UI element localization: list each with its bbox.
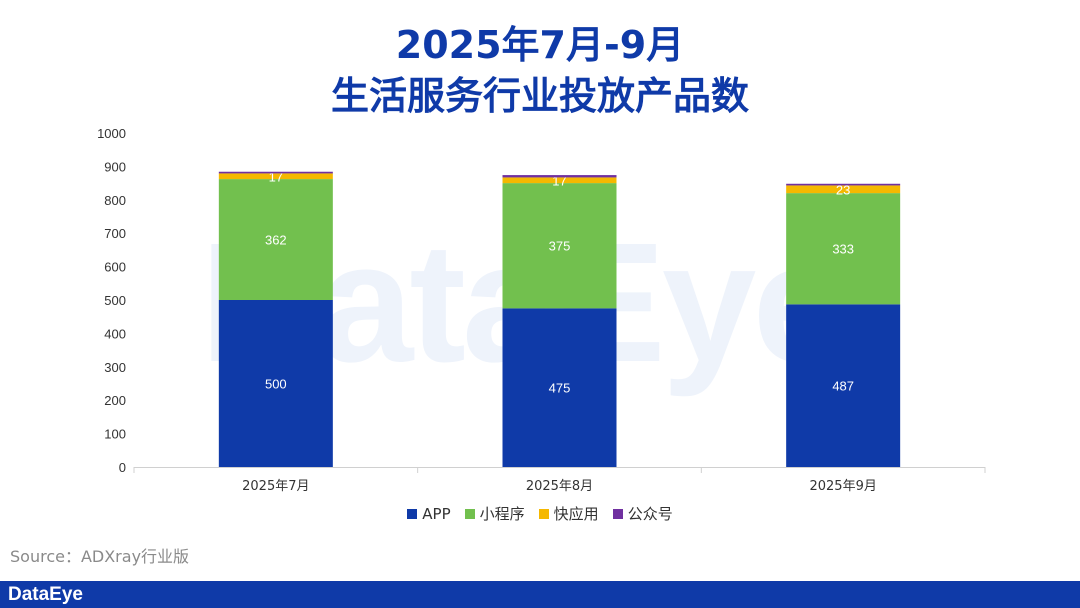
y-tick-label: 200 bbox=[104, 393, 126, 408]
y-tick-label: 300 bbox=[104, 360, 126, 375]
data-label: 375 bbox=[549, 239, 571, 254]
legend-swatch bbox=[538, 508, 549, 519]
bar-segment bbox=[218, 173, 333, 180]
chart-title-line1: 2025年7月-9月 bbox=[395, 23, 685, 67]
data-label: 487 bbox=[832, 379, 854, 394]
legend-label: 快应用 bbox=[553, 505, 599, 523]
legend-label: 公众号 bbox=[627, 505, 673, 523]
y-tick-label: 600 bbox=[104, 260, 126, 275]
data-label: 362 bbox=[265, 233, 287, 248]
bar-segment bbox=[218, 171, 333, 174]
bar-segment bbox=[218, 300, 333, 467]
legend-item: 小程序 bbox=[464, 503, 525, 524]
bar-segment bbox=[786, 304, 901, 467]
bar-segment bbox=[786, 185, 901, 194]
data-label: 17 bbox=[269, 169, 283, 184]
bar-segment bbox=[786, 183, 901, 186]
legend-label: APP bbox=[422, 504, 451, 523]
bar-segment bbox=[786, 193, 901, 305]
y-tick-label: 900 bbox=[104, 159, 126, 174]
bar-segment bbox=[502, 175, 617, 178]
footer-bar: DataEye bbox=[0, 581, 1080, 608]
y-tick-label: 700 bbox=[104, 226, 126, 241]
y-tick-label: 100 bbox=[104, 427, 126, 442]
stacked-bar-chart: 0 100 200 300 400 500 600 700 800 900 1000 500 362 17… bbox=[97, 126, 986, 494]
legend-label: 小程序 bbox=[479, 505, 525, 523]
x-tick-label: 2025年8月 bbox=[526, 479, 593, 494]
legend-swatch bbox=[612, 508, 623, 519]
chart-legend: APP 小程序 快应用 公众号 bbox=[0, 503, 1080, 524]
source-note: Source：ADXray行业版 bbox=[10, 547, 190, 566]
chart-title-line2: 生活服务行业投放产品数 bbox=[330, 74, 749, 118]
y-tick-label: 1000 bbox=[97, 126, 126, 141]
legend-item: APP bbox=[407, 503, 451, 524]
legend-swatch bbox=[407, 508, 418, 519]
y-tick-label: 800 bbox=[104, 193, 126, 208]
data-label: 500 bbox=[265, 377, 287, 392]
bar-segment bbox=[502, 177, 617, 184]
x-tick-label: 2025年7月 bbox=[242, 479, 309, 494]
bar-segment bbox=[502, 183, 617, 309]
y-tick-label: 500 bbox=[104, 293, 126, 308]
legend-item: 公众号 bbox=[612, 503, 673, 524]
footer-logo: DataEye bbox=[8, 584, 83, 605]
bar-segment bbox=[218, 179, 333, 300]
bar-segment bbox=[502, 308, 617, 467]
data-label: 475 bbox=[549, 381, 571, 396]
data-label: 333 bbox=[832, 242, 854, 257]
x-tick-label: 2025年9月 bbox=[809, 479, 876, 494]
y-tick-label: 0 bbox=[119, 460, 126, 475]
data-label: 23 bbox=[836, 182, 850, 197]
legend-swatch bbox=[464, 508, 475, 519]
legend-item: 快应用 bbox=[538, 503, 599, 524]
y-tick-label: 400 bbox=[104, 326, 126, 341]
